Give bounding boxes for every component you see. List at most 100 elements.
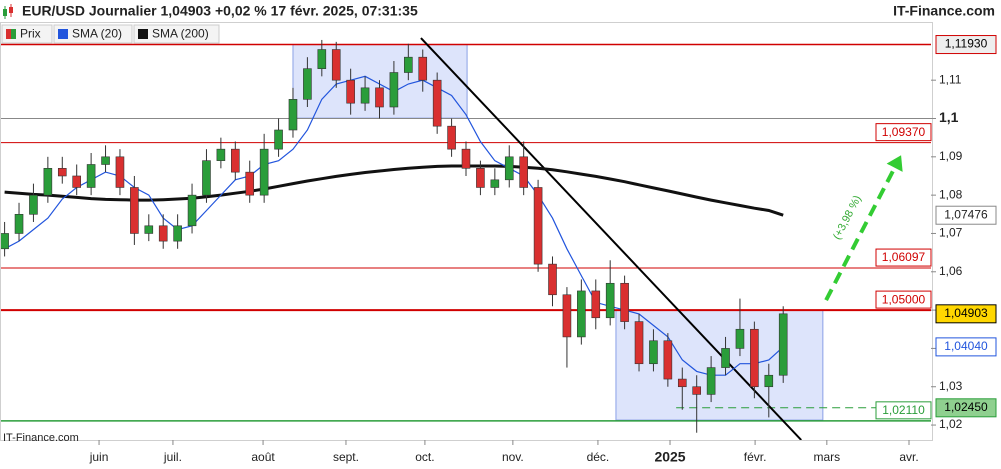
- arrow-line: [824, 166, 897, 302]
- candle-body: [274, 129, 283, 150]
- level-tag-text: 1,05000: [882, 292, 926, 306]
- candle-body: [706, 367, 716, 395]
- x-tick-label: avr.: [899, 450, 918, 464]
- x-tick-label: juin: [89, 450, 109, 464]
- brand: IT-Finance.com: [893, 3, 995, 19]
- candle-body: [43, 168, 53, 196]
- y-tick-label: 1,07: [939, 226, 963, 240]
- app-icon: [3, 4, 13, 19]
- last-tag-box: [935, 304, 997, 324]
- legend-item: SMA (20): [53, 24, 133, 44]
- x-tick-label: févr.: [744, 450, 767, 464]
- last-tag-text: 1,04040: [944, 339, 988, 353]
- candle-body: [1, 233, 9, 250]
- candle-body: [288, 99, 298, 131]
- candle-body: [86, 164, 96, 188]
- legend-swatch: [11, 29, 16, 39]
- chart-title: EUR/USD Journalier 1,04903 +0,02 % 17 fé…: [22, 3, 418, 19]
- last-tag: 1,07476: [935, 205, 997, 225]
- level-tag-text: 1,02110: [882, 403, 925, 417]
- candle-body: [29, 194, 38, 215]
- legend-label: SMA (20): [72, 27, 122, 41]
- candle-body: [245, 171, 255, 196]
- x-tick-label: déc.: [587, 450, 610, 464]
- x-tick-label: 2025: [654, 449, 685, 465]
- candle-body: [591, 290, 601, 319]
- candle-body: [620, 282, 629, 322]
- level-tag: 1,02110: [875, 401, 932, 420]
- level-tag-text: 1,06097: [882, 250, 926, 264]
- candle-body: [562, 294, 572, 338]
- candle-body: [605, 282, 615, 319]
- level-tag: 1,05000: [875, 290, 932, 309]
- level-tag-box: [875, 401, 932, 420]
- candle-body: [72, 175, 81, 188]
- candle-body: [216, 148, 226, 161]
- legend-item: SMA (200): [133, 24, 220, 44]
- candle-body: [750, 328, 759, 388]
- y-tick-label: 1,03: [939, 379, 963, 393]
- x-tick-label: oct.: [415, 450, 434, 464]
- candle-body: [173, 225, 182, 242]
- candle-body: [461, 148, 471, 169]
- last-tag-box: [935, 337, 997, 357]
- x-tick-label: juil.: [163, 450, 182, 464]
- zone: [615, 309, 824, 421]
- level-tag-box: [935, 398, 997, 418]
- y-tick-label: 1,1: [939, 109, 959, 125]
- level-tag: 1,06097: [875, 248, 932, 267]
- legend-swatch: [6, 29, 11, 39]
- level-tag-text: 1,11930: [945, 37, 988, 51]
- level-tag: 1,09370: [875, 123, 932, 142]
- legend-item: Prix: [1, 24, 53, 44]
- candle-body: [721, 348, 730, 368]
- candle-body: [346, 79, 355, 104]
- last-tag: 1,04903: [935, 304, 997, 324]
- arrow-head: [886, 155, 903, 172]
- trendline: [420, 37, 802, 440]
- candle-body: [404, 56, 413, 73]
- level-tag-box: [935, 35, 997, 55]
- y-tick-label: 1,06: [939, 264, 963, 278]
- x-tick-label: nov.: [502, 450, 524, 464]
- legend-label: SMA (200): [152, 27, 209, 41]
- level-tag-box: [875, 123, 932, 142]
- candle-body: [432, 79, 442, 127]
- legend-swatch: [58, 29, 68, 39]
- level-tag: 1,11930: [935, 35, 997, 55]
- candle-body: [778, 313, 788, 376]
- legend-swatch: [138, 29, 148, 39]
- y-tick-label: 1,02: [939, 417, 963, 431]
- candle-body: [158, 225, 168, 242]
- candle-body: [663, 340, 673, 380]
- legend: Prix SMA (20) SMA (200): [1, 24, 220, 44]
- candle-body: [677, 378, 687, 388]
- candle-body: [101, 156, 110, 165]
- candle-body: [14, 213, 24, 234]
- candle-body: [735, 328, 745, 349]
- last-tag-text: 1,07476: [944, 207, 988, 221]
- candle-body: [57, 168, 67, 177]
- candle-body: [490, 179, 500, 188]
- level-tag-box: [875, 248, 932, 267]
- candle-body: [634, 321, 644, 365]
- plot: [1, 37, 931, 440]
- y-tick-label: 1,09: [939, 149, 963, 163]
- candle-body: [231, 148, 240, 173]
- candle-body: [389, 72, 399, 108]
- last-tag-box: [935, 205, 997, 225]
- y-tick-label: 1,08: [939, 187, 963, 201]
- x-tick-label: mars: [813, 450, 840, 464]
- x-tick-label: août: [251, 450, 275, 464]
- level-tag-text: 1,09370: [882, 125, 926, 139]
- candle-body: [130, 187, 139, 234]
- candle-body: [418, 56, 428, 81]
- level-tag-box: [875, 290, 932, 309]
- candle-body: [504, 156, 514, 181]
- candle-body: [577, 290, 586, 338]
- candle-body: [303, 68, 312, 100]
- candle-body: [692, 386, 701, 395]
